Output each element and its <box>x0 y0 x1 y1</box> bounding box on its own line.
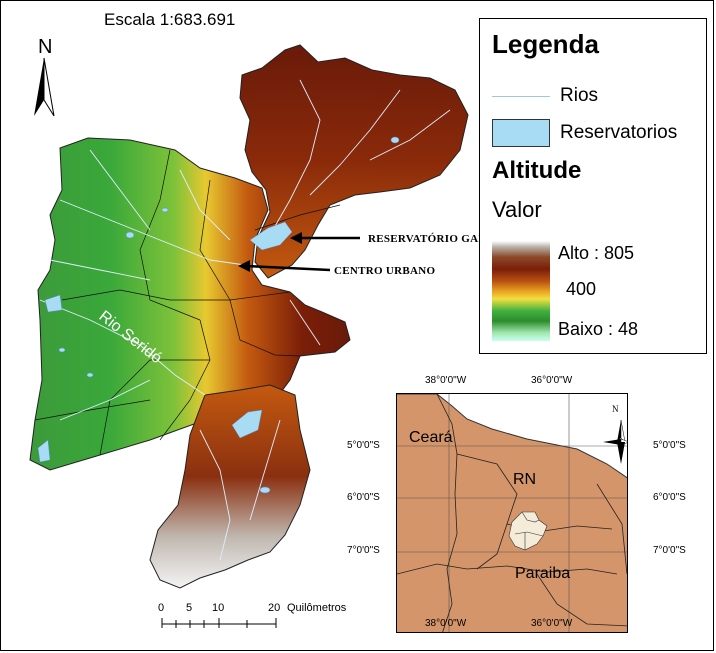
scalebar <box>161 618 277 628</box>
municipal-boundaries <box>34 149 341 456</box>
callout-arrows <box>238 232 360 272</box>
legend-baixo-label: Baixo : 48 <box>558 319 639 339</box>
scalebar-tick-10: 10 <box>212 602 225 614</box>
inset-study-area <box>508 511 548 551</box>
scalebar-unit: Quilômetros <box>287 602 347 614</box>
legend-valor-label: Valor <box>492 197 542 222</box>
inset-label-rn: RN <box>513 471 536 488</box>
legend-rios-label: Rios <box>560 85 599 106</box>
inset-north-label: N <box>612 404 619 414</box>
north-label: N <box>38 36 53 58</box>
reservoirs <box>37 136 400 494</box>
coord-right-5s: 5°0'0"S <box>653 440 686 451</box>
scalebar-tick-20: 20 <box>268 602 281 614</box>
legend-mid-label: 400 <box>566 279 597 299</box>
coord-right-6s: 6°0'0"S <box>653 492 686 503</box>
scale-text: Escala 1:683.691 <box>104 10 236 29</box>
coord-bottom-38w: 38°0'0"W <box>425 618 467 629</box>
coord-right-7s: 7°0'0"S <box>653 545 686 556</box>
inset-label-paraiba: Paraiba <box>515 565 570 582</box>
inset-map-svg: N Ceará RN Paraiba <box>397 394 627 632</box>
coord-top-38w: 38°0'0"W <box>425 375 467 386</box>
region-south <box>149 384 311 589</box>
callout-centro-urbano: CENTRO URBANO <box>334 265 436 277</box>
legend-altitude-color-ramp <box>492 241 550 341</box>
coord-bottom-36w: 36°0'0"W <box>531 618 573 629</box>
legend-alto-label: Alto : 805 <box>558 243 635 263</box>
legend-reservatorios-label: Reservatorios <box>560 122 678 143</box>
coord-left-6s: 6°0'0"S <box>347 492 380 503</box>
region-north <box>239 44 469 279</box>
inset-label-ceara: Ceará <box>409 429 453 446</box>
inset-locator-map: N Ceará RN Paraiba <box>396 393 628 633</box>
coord-left-5s: 5°0'0"S <box>347 440 380 451</box>
scalebar-tick-0: 0 <box>158 602 165 614</box>
rivers <box>39 79 451 561</box>
legend-reservatorios-swatch <box>492 119 550 147</box>
coord-left-7s: 7°0'0"S <box>347 545 380 556</box>
legend-rios-swatch <box>492 96 550 97</box>
inset-north-arrow-icon <box>603 419 627 464</box>
legend-title: Legenda <box>492 29 599 59</box>
scalebar-tick-5: 5 <box>186 602 193 614</box>
legend-altitude-heading: Altitude <box>492 157 582 184</box>
coord-top-36w: 36°0'0"W <box>531 375 573 386</box>
legend-panel: Legenda Rios Reservatorios Altitude Valo… <box>479 18 707 354</box>
north-arrow-icon <box>34 57 55 117</box>
